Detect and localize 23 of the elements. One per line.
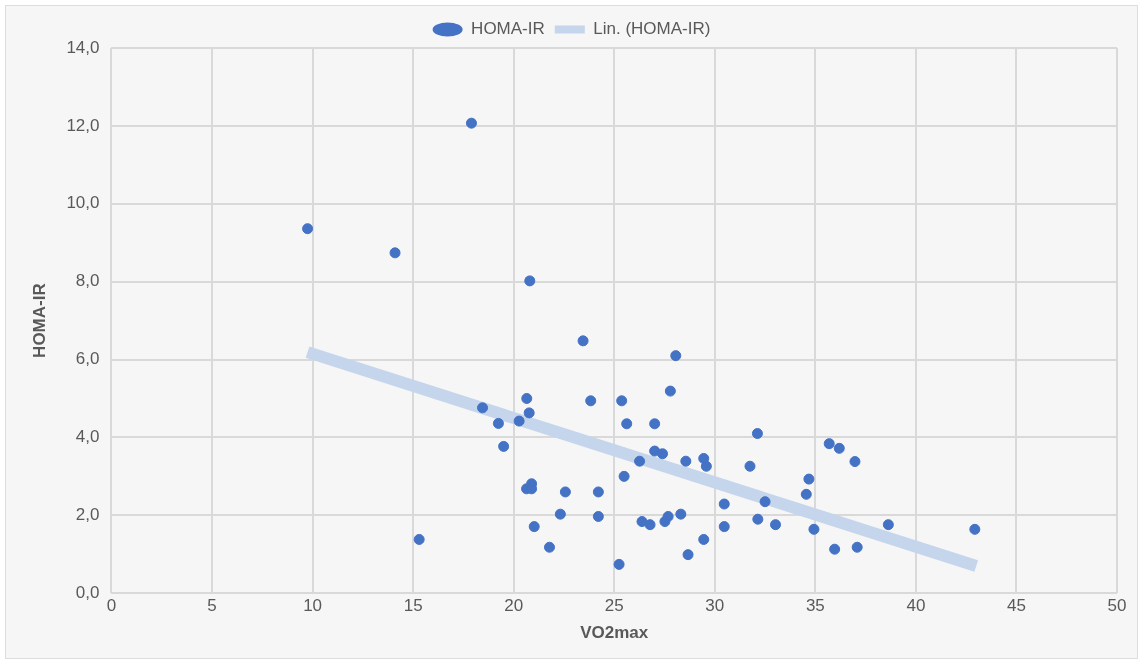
y-tick-label: 12,0 [66,115,100,135]
x-tick-label: 25 [604,596,624,616]
y-tick-label: 6,0 [75,349,100,369]
x-axis-title: VO2max [580,623,649,643]
y-axis-title: HOMA-IR [29,283,49,358]
y-tick-label: 0,0 [75,582,100,602]
x-tick-label: 45 [1006,596,1026,616]
x-tick-label: 50 [1107,596,1127,616]
x-tick-label: 10 [303,596,323,616]
y-tick-label: 4,0 [75,427,100,447]
y-tick-label: 8,0 [75,271,100,291]
legend-label: Lin. (HOMA-IR) [593,19,711,39]
y-tick-label: 2,0 [75,505,100,524]
x-tick-label: 20 [504,596,524,616]
x-tick-label: 40 [906,596,926,616]
x-tick-label: 35 [805,596,825,616]
y-tick-label: 10,0 [66,193,100,213]
x-tick-label: 0 [106,596,117,616]
x-tick-label: 30 [705,596,725,616]
x-tick-label: 15 [403,596,423,616]
x-tick-label: 5 [207,596,217,616]
y-tick-label: 14,0 [66,37,100,57]
legend-label: HOMA-IR [471,19,545,39]
